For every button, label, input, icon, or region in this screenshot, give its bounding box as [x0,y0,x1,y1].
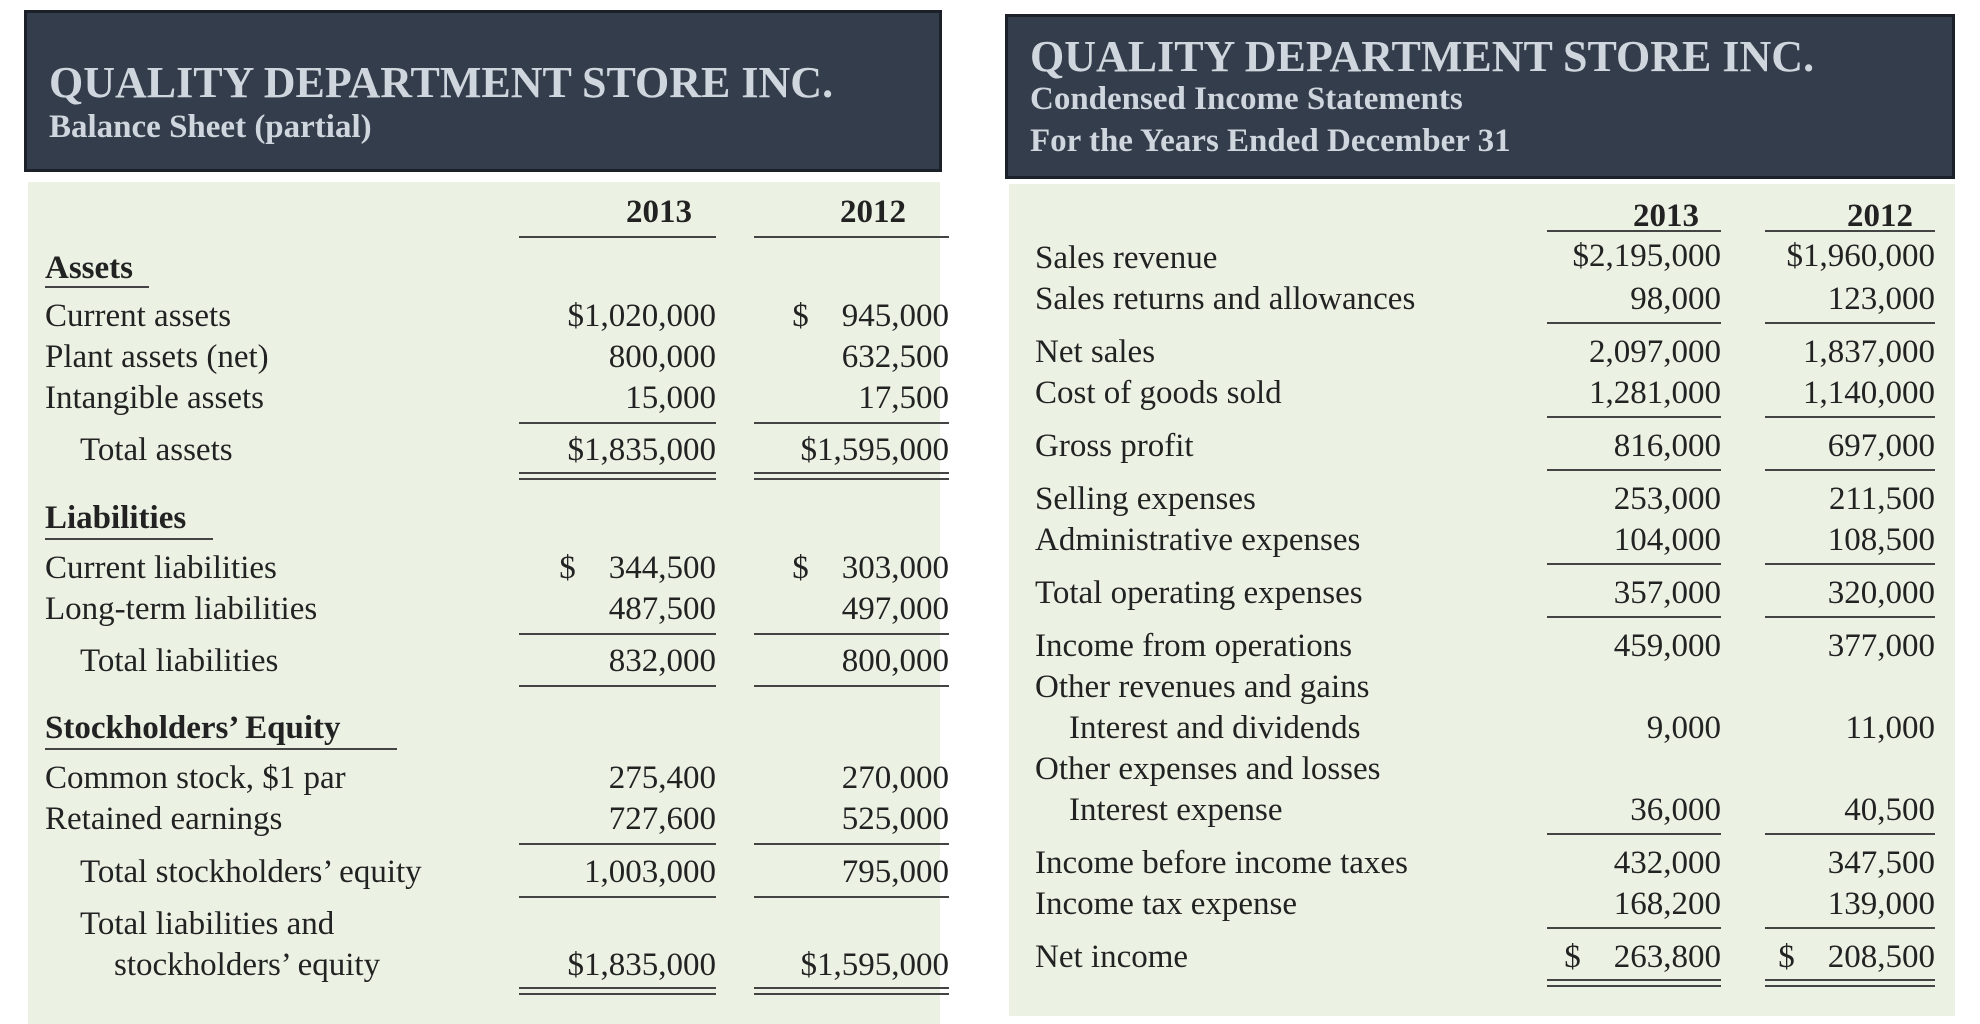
net-sales-2012: 1,837,000 [1803,334,1935,370]
intangible-assets-2012: 17,500 [858,380,949,416]
net-sales-2013: 2,097,000 [1589,334,1721,370]
sales-returns-2013: 98,000 [1630,281,1721,317]
total-liab-equity-label-2: stockholders’ equity [114,947,381,983]
selling-expenses-label: Selling expenses [1035,481,1256,517]
cogs-2012: 1,140,000 [1803,375,1935,411]
income-statement-header: QUALITY DEPARTMENT STORE INC. Condensed … [1005,14,1955,179]
plant-assets-label: Plant assets (net) [45,339,269,375]
intangible-assets-label: Intangible assets [45,380,265,416]
bs-year-2012: 2012 [840,194,906,230]
is-year-2012: 2012 [1847,198,1913,234]
admin-expenses-label: Administrative expenses [1035,522,1361,558]
net-income-2012: $ 208,500 [1778,939,1935,975]
total-assets-label: Total assets [80,432,233,468]
other-revenues-label: Other revenues and gains [1035,669,1370,705]
total-liabilities-2013: 832,000 [608,643,716,679]
gross-profit-2012: 697,000 [1827,428,1935,464]
current-assets-2012: $ 945,000 [792,298,949,334]
interest-expense-2012: 40,500 [1844,792,1935,828]
long-term-liabilities-label: Long-term liabilities [45,591,318,627]
other-expenses-label: Other expenses and losses [1035,751,1381,787]
income-before-taxes-2013: 432,000 [1613,845,1721,881]
sales-returns-label: Sales returns and allowances [1035,281,1416,317]
total-assets-2013: $1,835,000 [567,432,717,468]
total-operating-2013: 357,000 [1613,575,1721,611]
total-liab-equity-2012: $1,595,000 [800,947,950,983]
admin-expenses-2012: 108,500 [1827,522,1935,558]
current-assets-2013: $1,020,000 [567,298,717,334]
total-equity-2012: 795,000 [841,854,949,890]
net-income-label: Net income [1035,939,1189,975]
total-operating-label: Total operating expenses [1035,575,1363,611]
interest-dividends-2013: 9,000 [1646,710,1721,746]
plant-assets-2012: 632,500 [841,339,949,375]
balance-sheet-company: QUALITY DEPARTMENT STORE INC. [49,58,834,107]
interest-dividends-2012: 11,000 [1845,710,1935,746]
total-equity-label: Total stockholders’ equity [80,854,422,890]
income-tax-2012: 139,000 [1827,886,1935,922]
retained-earnings-2013: 727,600 [608,801,716,837]
equity-heading: Stockholders’ Equity [45,710,341,746]
income-before-taxes-label: Income before income taxes [1035,845,1408,881]
income-from-ops-2013: 459,000 [1613,628,1721,664]
common-stock-2013: 275,400 [608,760,716,796]
income-statement-panel: 2013 2012 Sales revenue $2,195,000 $1,96… [1009,184,1955,1016]
sales-returns-2012: 123,000 [1827,281,1935,317]
income-tax-label: Income tax expense [1035,886,1298,922]
net-income-2013: $ 263,800 [1564,939,1721,975]
total-liab-equity-label-1: Total liabilities and [80,906,335,942]
selling-expenses-2013: 253,000 [1613,481,1721,517]
income-tax-2013: 168,200 [1613,886,1721,922]
cogs-label: Cost of goods sold [1035,375,1282,411]
net-sales-label: Net sales [1035,334,1156,370]
interest-expense-label: Interest expense [1069,792,1283,828]
income-before-taxes-2012: 347,500 [1827,845,1935,881]
current-liabilities-2013: $ 344,500 [559,550,716,586]
long-term-liabilities-2012: 497,000 [841,591,949,627]
interest-expense-2013: 36,000 [1630,792,1721,828]
assets-heading: Assets [45,250,133,286]
total-liabilities-2012: 800,000 [841,643,949,679]
balance-sheet-header: QUALITY DEPARTMENT STORE INC. Balance Sh… [24,10,942,172]
total-equity-2013: 1,003,000 [584,854,716,890]
total-liab-equity-2013: $1,835,000 [567,947,717,983]
intangible-assets-2013: 15,000 [625,380,716,416]
income-from-ops-label: Income from operations [1035,628,1353,664]
retained-earnings-label: Retained earnings [45,801,283,837]
gross-profit-2013: 816,000 [1613,428,1721,464]
admin-expenses-2013: 104,000 [1613,522,1721,558]
selling-expenses-2012: 211,500 [1828,481,1935,517]
sales-revenue-2012: $1,960,000 [1786,238,1936,274]
common-stock-label: Common stock, $1 par [45,760,346,796]
income-statement-subtitle-2: For the Years Ended December 31 [1030,123,1511,159]
liabilities-heading: Liabilities [45,500,187,536]
current-liabilities-label: Current liabilities [45,550,277,586]
cogs-2013: 1,281,000 [1589,375,1721,411]
sales-revenue-label: Sales revenue [1035,240,1218,276]
is-year-2013: 2013 [1633,198,1699,234]
retained-earnings-2012: 525,000 [841,801,949,837]
current-assets-label: Current assets [45,298,232,334]
total-liabilities-label: Total liabilities [80,643,279,679]
income-statement-company: QUALITY DEPARTMENT STORE INC. [1030,32,1815,81]
total-operating-2012: 320,000 [1827,575,1935,611]
plant-assets-2013: 800,000 [608,339,716,375]
bs-year-2013: 2013 [626,194,692,230]
balance-sheet-subtitle: Balance Sheet (partial) [49,109,372,145]
common-stock-2012: 270,000 [841,760,949,796]
gross-profit-label: Gross profit [1035,428,1194,464]
total-assets-2012: $1,595,000 [800,432,950,468]
income-statement-subtitle-1: Condensed Income Statements [1030,81,1463,117]
income-from-ops-2012: 377,000 [1827,628,1935,664]
long-term-liabilities-2013: 487,500 [608,591,716,627]
current-liabilities-2012: $ 303,000 [792,550,949,586]
sales-revenue-2013: $2,195,000 [1572,238,1722,274]
balance-sheet-panel: 2013 2012 Assets Current assets $1,020,0… [28,182,949,1024]
interest-dividends-label: Interest and dividends [1069,710,1361,746]
